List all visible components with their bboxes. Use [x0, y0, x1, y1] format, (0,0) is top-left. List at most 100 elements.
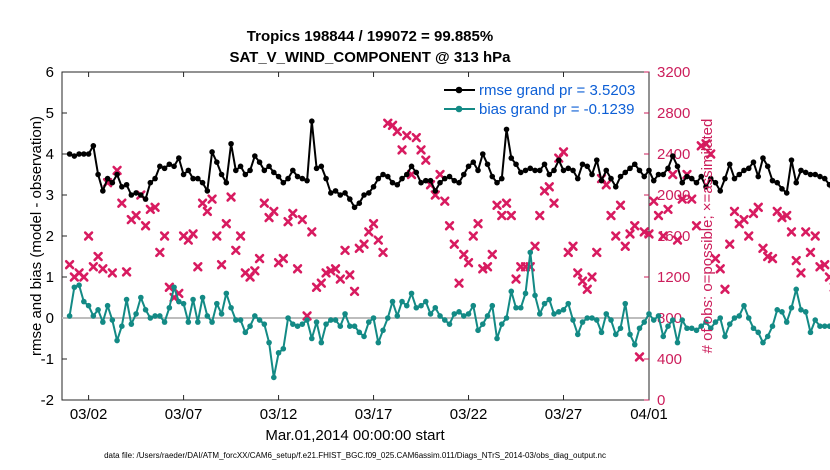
- rmse-point: [517, 169, 524, 176]
- obs-point: [430, 190, 440, 200]
- rmse-point: [560, 167, 567, 174]
- obs-point: [278, 253, 289, 264]
- bias-point: [394, 313, 401, 319]
- bias-point: [252, 313, 258, 319]
- bias-point: [104, 302, 111, 309]
- bias-point: [81, 298, 87, 305]
- rmse-point: [85, 151, 92, 157]
- bias-point: [655, 313, 662, 319]
- rmse-point: [608, 175, 614, 182]
- bias-point: [318, 339, 325, 346]
- obs-point: [758, 243, 768, 253]
- bias-point: [793, 286, 800, 293]
- rmse-point: [470, 159, 477, 165]
- bias-point: [717, 315, 724, 321]
- rmse-point: [161, 165, 168, 172]
- obs-point: [421, 155, 431, 165]
- bias-point: [527, 249, 534, 256]
- obs-point: [653, 210, 664, 221]
- bias-point: [688, 325, 695, 332]
- bias-point: [76, 282, 82, 289]
- x-tick-label: 03/27: [545, 406, 583, 423]
- rmse-point: [498, 175, 505, 182]
- bias-point: [807, 329, 814, 336]
- y2-tick-label: 2800: [657, 105, 690, 122]
- obs-point: [573, 268, 583, 278]
- rmse-point: [726, 161, 733, 168]
- rmse-point: [152, 175, 158, 182]
- bias-point: [152, 313, 158, 319]
- obs-point: [98, 264, 108, 274]
- bias-point: [437, 313, 443, 319]
- bias-point: [817, 323, 823, 330]
- obs-point: [254, 253, 265, 264]
- y2-tick-label: 800: [657, 310, 682, 327]
- legend: rmse grand pr = 3.5203 bias grand pr = -…: [444, 82, 635, 118]
- rmse-point: [432, 188, 439, 194]
- rmse-point: [579, 161, 586, 168]
- bias-point: [769, 323, 776, 330]
- legend-rmse-label: rmse grand pr = 3.5203: [479, 82, 635, 99]
- rmse-point: [204, 188, 211, 194]
- y-tick-label: 2: [46, 228, 54, 245]
- legend-rmse-marker: [455, 86, 463, 94]
- bias-point: [593, 317, 600, 323]
- obs-point: [568, 241, 578, 251]
- rmse-point: [347, 196, 353, 202]
- rmse-point: [750, 159, 757, 165]
- rmse-point: [475, 167, 481, 174]
- rmse-point: [190, 175, 196, 182]
- obs-point: [349, 286, 360, 297]
- obs-point: [710, 253, 721, 264]
- rmse-point: [783, 190, 790, 196]
- bias-point: [494, 335, 500, 342]
- bias-point: [456, 309, 462, 315]
- obs-point: [786, 227, 797, 237]
- rmse-point: [674, 163, 681, 170]
- bias-point: [513, 304, 519, 311]
- obs-point: [801, 227, 811, 237]
- bias-point: [161, 319, 168, 325]
- rmse-point: [76, 151, 82, 157]
- obs-point: [368, 219, 379, 229]
- obs-point: [221, 219, 232, 229]
- obs-point: [459, 249, 469, 260]
- bias-point: [361, 333, 367, 340]
- rmse-point: [817, 173, 823, 180]
- bias-point: [427, 311, 434, 317]
- obs-point: [644, 229, 654, 239]
- y2-tick-label: 3200: [657, 64, 690, 81]
- rmse-point: [536, 167, 543, 174]
- rmse-series: [66, 118, 830, 211]
- bias-point: [399, 298, 405, 305]
- obs-point: [288, 208, 298, 219]
- bias-point: [674, 339, 681, 346]
- obs-point: [663, 204, 673, 215]
- bias-point: [285, 315, 291, 321]
- obs-point: [544, 182, 554, 192]
- obs-point: [729, 206, 740, 217]
- bias-point: [650, 317, 657, 323]
- rmse-point: [565, 165, 572, 172]
- rmse-point: [755, 173, 762, 180]
- bias-point: [703, 319, 709, 325]
- obs-point: [231, 245, 241, 256]
- rmse-point: [646, 167, 652, 174]
- rmse-point: [237, 163, 244, 170]
- bias-point: [370, 315, 377, 321]
- obs-point: [392, 126, 402, 137]
- rmse-point: [641, 173, 648, 180]
- bias-point: [460, 313, 467, 319]
- rmse-point: [717, 188, 724, 194]
- y-tick-label: 3: [46, 187, 54, 204]
- rmse-point: [90, 143, 97, 149]
- rmse-point: [294, 173, 301, 180]
- rmse-point: [541, 161, 548, 168]
- rmse-point: [427, 177, 434, 184]
- rmse-point: [494, 179, 500, 186]
- rmse-point: [774, 179, 781, 186]
- obs-point: [454, 278, 464, 288]
- x-axis-ticks: 03/02 03/07 03/12 03/17 03/22 03/27 04/01: [70, 72, 668, 423]
- rmse-point: [171, 163, 177, 170]
- bias-point: [722, 333, 728, 340]
